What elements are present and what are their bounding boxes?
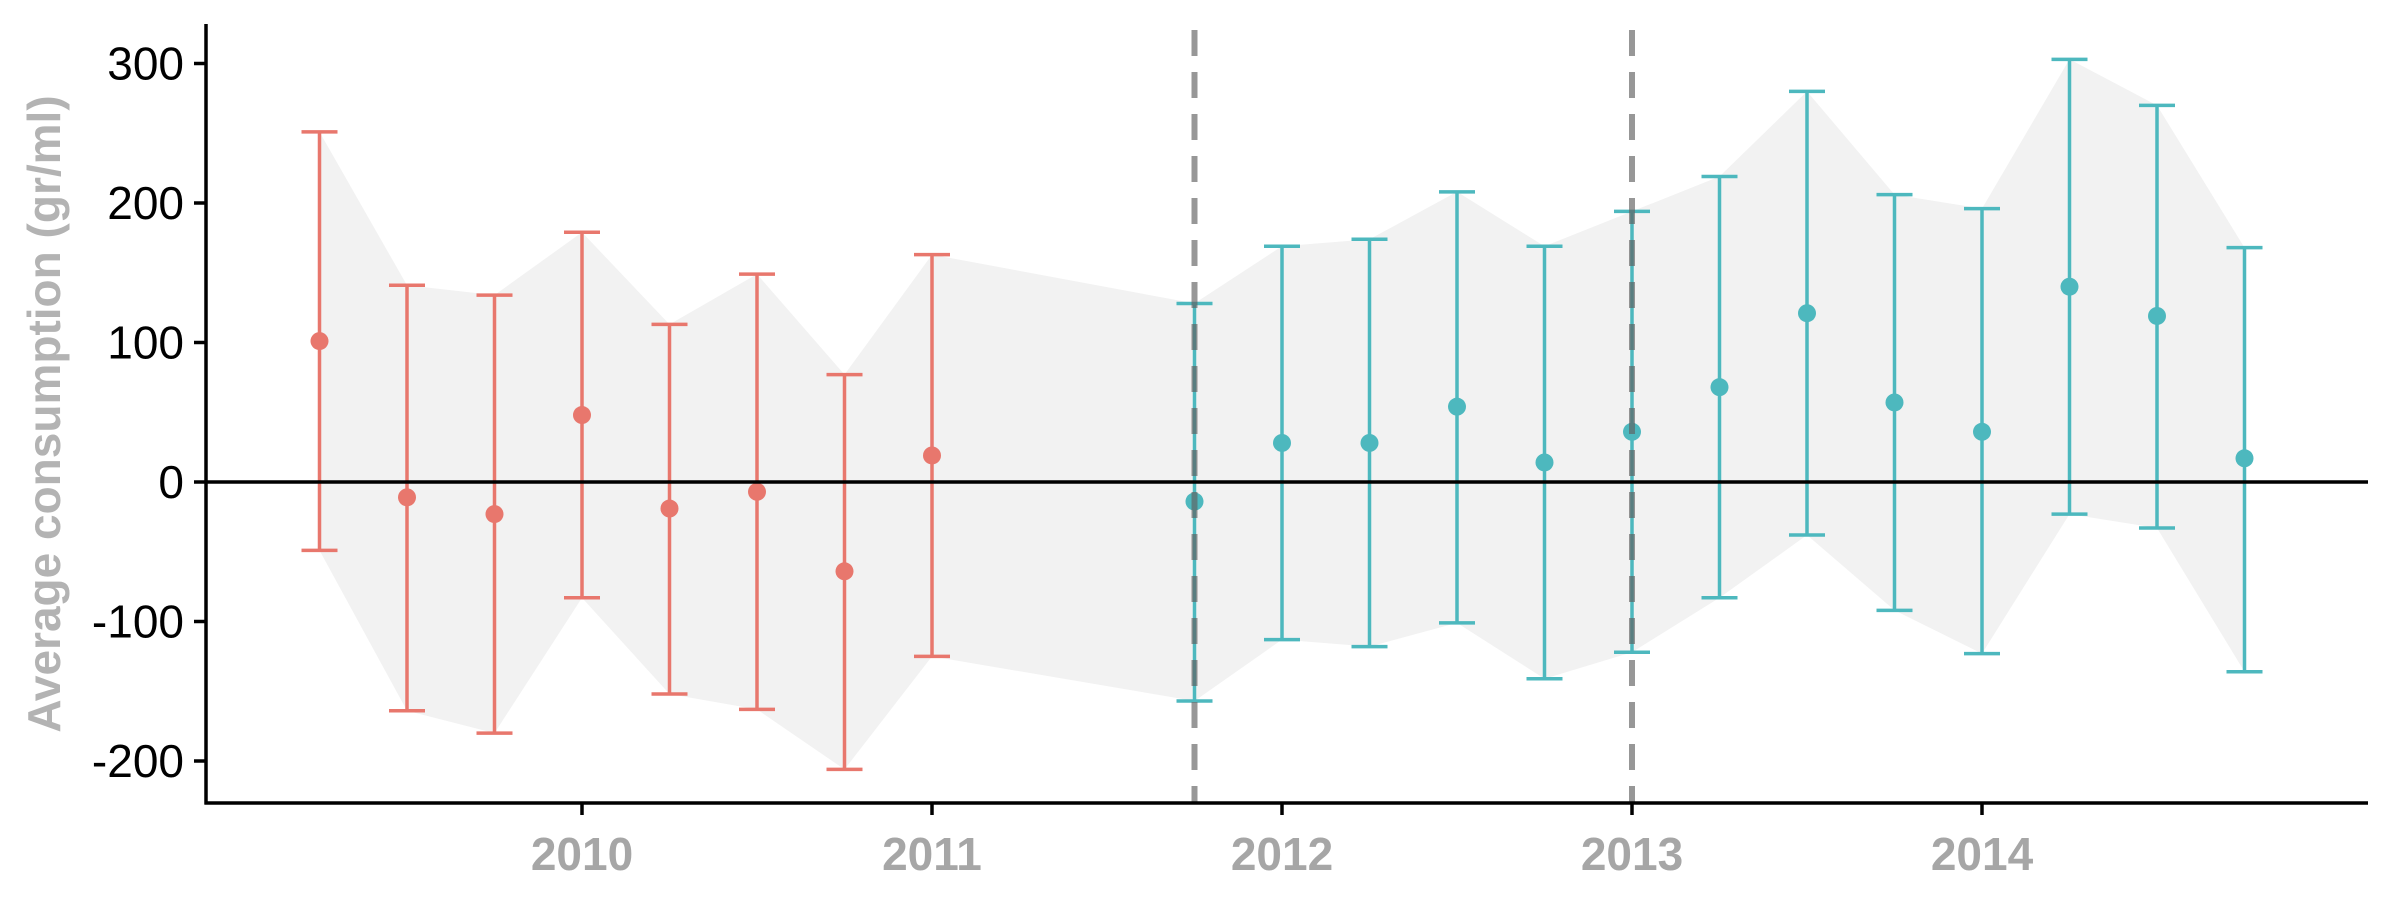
data-point-group	[1351, 237, 1388, 649]
data-point-group	[739, 272, 775, 712]
data-point	[310, 332, 329, 351]
data-point	[2235, 449, 2254, 468]
data-point	[485, 505, 504, 524]
data-point	[398, 488, 416, 507]
series-1	[301, 130, 950, 772]
data-point	[1535, 453, 1554, 472]
data-point	[748, 482, 766, 501]
x-tick-label: 2014	[1931, 828, 2034, 880]
data-point	[2060, 277, 2079, 296]
data-point-group	[826, 372, 863, 772]
y-tick-label: 300	[107, 38, 184, 90]
data-point	[1798, 304, 1816, 323]
data-point	[923, 446, 941, 465]
data-point-group	[1701, 174, 1738, 600]
y-tick-label: -100	[92, 596, 184, 648]
y-tick-label: -200	[92, 735, 184, 787]
axes: 300 200 100 0 -100 -200 2010 2011 2012 2013 2014	[92, 24, 2368, 880]
x-tick-label: 2012	[1231, 828, 1333, 880]
data-point-group	[1264, 244, 1300, 642]
data-point	[1710, 378, 1729, 397]
data-point	[1973, 422, 1991, 441]
data-point-group	[1526, 244, 1563, 681]
y-axis-title: Average consumption (gr/ml)	[18, 95, 70, 732]
data-point	[1448, 397, 1466, 416]
data-point-group	[2051, 57, 2088, 516]
y-tick-label: 100	[107, 317, 184, 369]
data-point	[573, 406, 591, 425]
x-tick-label: 2011	[882, 828, 982, 880]
data-point-group	[1876, 192, 1913, 613]
data-point-group	[389, 283, 425, 713]
data-point	[1273, 433, 1291, 452]
data-point-group	[476, 293, 513, 735]
data-point-group	[2139, 103, 2175, 530]
data-point	[835, 562, 854, 581]
data-point-group	[1439, 190, 1475, 625]
reference-lines	[206, 30, 2368, 803]
data-point-group	[651, 322, 688, 696]
data-point-group	[564, 230, 600, 600]
x-tick-label: 2013	[1581, 828, 1683, 880]
data-point-group	[1964, 206, 2000, 656]
data-point-group	[1789, 89, 1825, 537]
data-point	[1360, 433, 1379, 452]
y-tick-label: 0	[158, 456, 184, 508]
data-point	[660, 499, 679, 518]
y-tick-label: 200	[107, 177, 184, 229]
data-point-group	[914, 252, 950, 659]
data-point	[2148, 306, 2166, 325]
data-point-group	[2226, 245, 2263, 674]
x-tick-label: 2010	[531, 828, 633, 880]
data-point	[1885, 393, 1904, 412]
